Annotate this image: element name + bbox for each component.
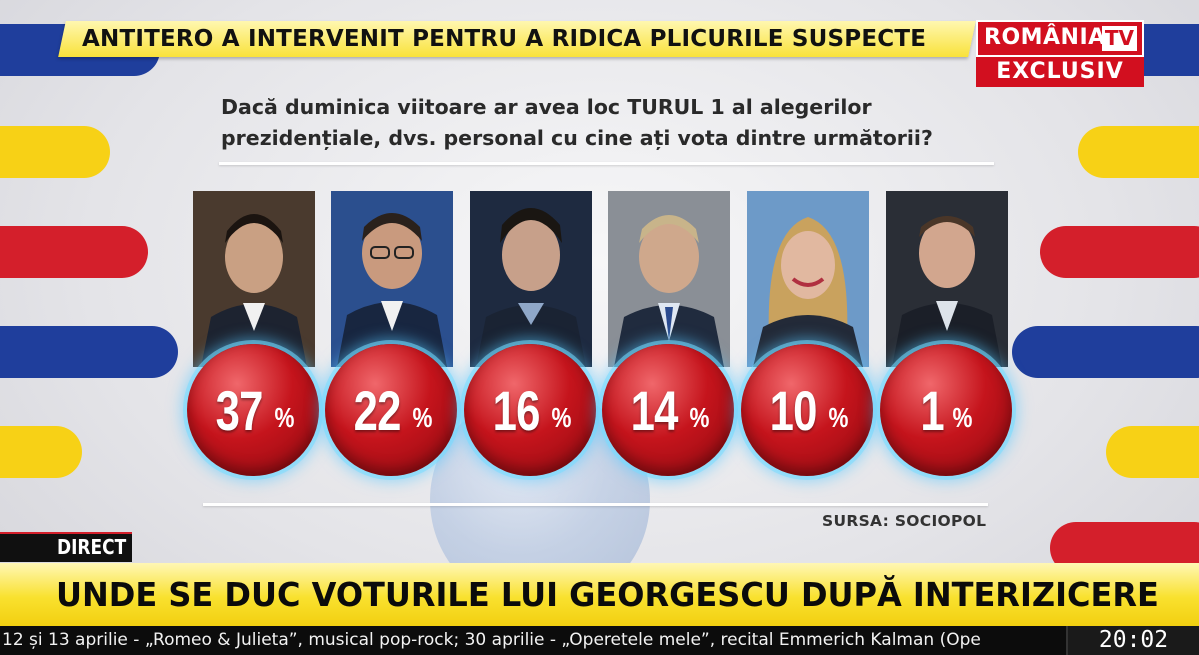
candidate-card: 10 % — [741, 191, 873, 476]
channel-logo: ROMÂNIA TV EXCLUSIV — [976, 20, 1144, 87]
decor-pill — [1106, 426, 1199, 478]
candidate-card: 14 % — [602, 191, 734, 476]
clock: 20:02 — [1066, 626, 1199, 655]
candidate-photo — [193, 191, 315, 367]
question-divider — [219, 162, 994, 165]
decor-pill — [0, 426, 82, 478]
percent-bubble: 37 % — [187, 344, 319, 476]
logo-channel-name: ROMÂNIA — [984, 25, 1106, 50]
main-headline: UNDE SE DUC VOTURILE LUI GEORGESCU DUPĂ … — [56, 575, 1159, 614]
percent-sign: % — [274, 402, 295, 433]
decor-pill — [1078, 126, 1199, 178]
candidate-card: 16 % — [464, 191, 596, 476]
percent-sign: % — [828, 402, 849, 433]
percent-sign: % — [952, 402, 973, 433]
exclusive-badge: EXCLUSIV — [976, 57, 1144, 87]
percent-value: 14 — [631, 378, 679, 442]
logo-tv: TV — [1101, 26, 1137, 51]
decor-pill — [0, 326, 178, 378]
percent-value: 37 — [216, 378, 264, 442]
top-banner-headline: ANTITERO A INTERVENIT PENTRU A RIDICA PL… — [82, 26, 927, 52]
candidate-photo — [470, 191, 592, 367]
percent-bubble: 1 % — [880, 344, 1012, 476]
percent-value: 16 — [493, 378, 541, 442]
percent-bubble: 14 % — [602, 344, 734, 476]
candidate-photo — [886, 191, 1008, 367]
candidate-card: 22 % — [325, 191, 457, 476]
logo-top: ROMÂNIA TV — [976, 20, 1144, 57]
candidate-card: 1 % — [880, 191, 1012, 476]
percent-value: 10 — [770, 378, 818, 442]
news-crawl-bar — [0, 626, 1199, 655]
decor-pill — [0, 126, 110, 178]
percent-sign: % — [412, 402, 433, 433]
percent-value: 22 — [354, 378, 402, 442]
percent-sign: % — [551, 402, 572, 433]
poll-source: SURSA: SOCIOPOL — [822, 512, 987, 530]
live-tag: DIRECT — [57, 535, 127, 559]
headline-bar — [0, 563, 1199, 626]
percent-value: 1 — [920, 378, 945, 442]
percent-sign: % — [689, 402, 710, 433]
live-tab — [0, 532, 132, 562]
source-divider — [203, 503, 988, 506]
candidate-photo — [608, 191, 730, 367]
percent-bubble: 16 % — [464, 344, 596, 476]
candidate-photo — [747, 191, 869, 367]
news-crawl: 12 și 13 aprilie - „Romeo & Julieta”, mu… — [2, 630, 981, 650]
poll-question: Dacă duminica viitoare ar avea loc TURUL… — [221, 95, 933, 150]
percent-bubble: 10 % — [741, 344, 873, 476]
candidate-photo — [331, 191, 453, 367]
decor-pill — [1040, 226, 1199, 278]
percent-bubble: 22 % — [325, 344, 457, 476]
decor-pill — [1012, 326, 1199, 378]
candidate-card: 37 % — [187, 191, 319, 476]
decor-pill — [0, 226, 148, 278]
